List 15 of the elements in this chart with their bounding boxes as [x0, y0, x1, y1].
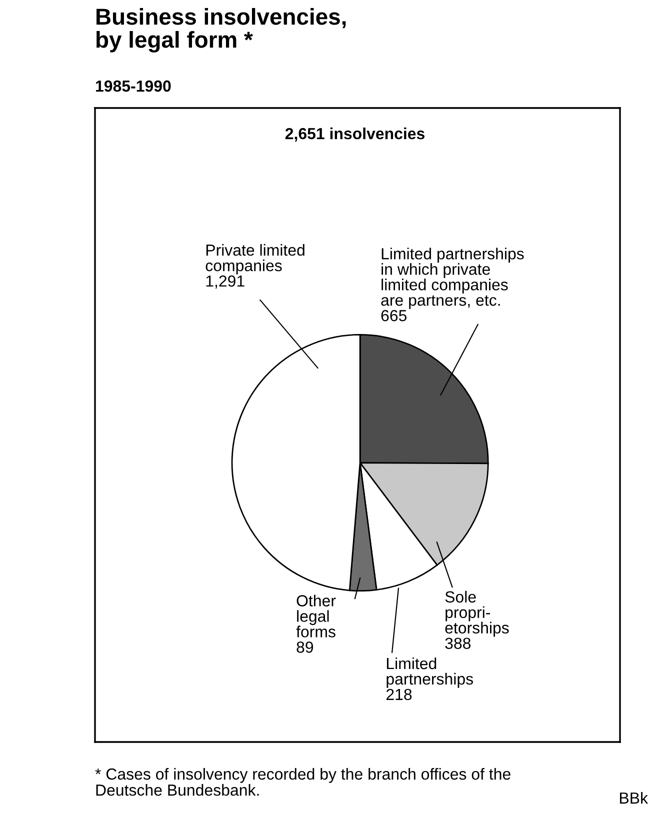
data-label: 218 [386, 688, 412, 700]
slice-label: Limited partnerships in which private limited companies are partners, etc. [381, 248, 524, 309]
text: BBk [620, 792, 648, 804]
slice-label: Sole propri- etorships [445, 590, 509, 637]
data-label: 89 [296, 642, 314, 653]
chart-subtitle: 1985-1990 [96, 80, 171, 92]
data-label: 665 [381, 310, 407, 322]
data-label: 388 [445, 638, 471, 649]
chart-title: Business insolvencies, by legal form * [96, 8, 346, 52]
slice-label: Limited partnerships [386, 657, 473, 688]
text: * Cases of insolvency recorded by the branch offices of the Deutsche Bundesbank. [95, 768, 510, 796]
slice-label: Other legal forms [296, 594, 336, 638]
slice-label: Private limited companies [206, 244, 304, 274]
text: 2,651 insolvencies [285, 128, 424, 142]
data-label: 1,291 [206, 275, 244, 289]
